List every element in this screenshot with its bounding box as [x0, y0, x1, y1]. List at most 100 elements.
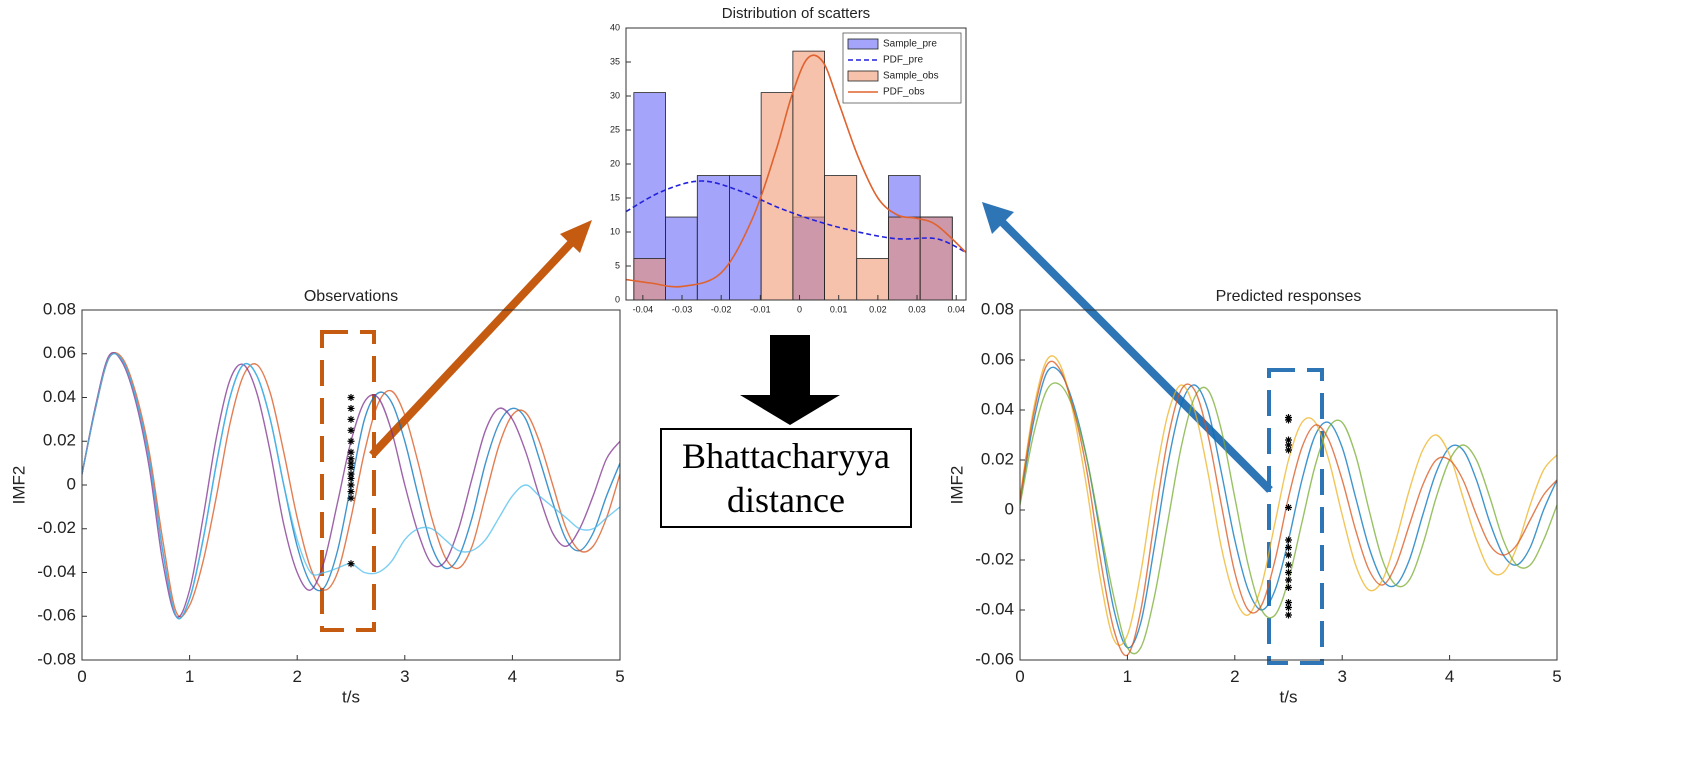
- star-marker: [347, 394, 355, 401]
- y-tick-label: 20: [610, 158, 620, 168]
- histogram-bar: [888, 216, 921, 300]
- star-marker: [1285, 551, 1292, 559]
- y-axis-label: IMF2: [9, 466, 28, 505]
- x-tick-label: -0.03: [672, 304, 693, 314]
- x-tick-label: 4: [508, 667, 517, 686]
- x-tick-label: -0.01: [750, 304, 771, 314]
- y-tick-label: 30: [610, 90, 620, 100]
- data-line: [1020, 382, 1557, 655]
- star-marker: [347, 455, 355, 463]
- star-marker: [1285, 561, 1292, 569]
- y-tick-label: 0.04: [981, 399, 1014, 418]
- x-tick-label: 3: [1337, 667, 1346, 686]
- y-tick-label: 25: [610, 124, 620, 134]
- arrow: [369, 220, 592, 458]
- star-marker: [347, 481, 355, 489]
- y-tick-label: 40: [610, 22, 620, 32]
- plot-area: [1020, 355, 1557, 657]
- data-line: [1020, 360, 1557, 657]
- star-marker: [347, 494, 355, 502]
- arrow: [982, 202, 1273, 493]
- histogram-bar: [919, 216, 953, 300]
- x-axis-label: t/s: [342, 687, 360, 706]
- y-tick-label: -0.02: [975, 549, 1014, 568]
- x-tick-label: 0.04: [947, 304, 965, 314]
- star-marker: [347, 415, 355, 423]
- y-tick-label: 10: [610, 226, 620, 236]
- y-tick-label: 15: [610, 192, 620, 202]
- x-tick-label: 0.01: [830, 304, 848, 314]
- y-tick-label: -0.04: [975, 599, 1014, 618]
- star-marker: [347, 459, 355, 467]
- down-arrow: [740, 335, 840, 425]
- legend-label: PDF_obs: [883, 87, 925, 98]
- axes-frame: [1019, 309, 1558, 661]
- legend-label: Sample_pre: [883, 39, 937, 50]
- star-marker: [347, 560, 355, 568]
- y-tick-label: 0.06: [43, 343, 76, 362]
- data-line: [1020, 355, 1557, 647]
- chart-title: Observations: [304, 288, 398, 305]
- star-marker: [1285, 569, 1292, 576]
- y-tick-label: 0.08: [981, 299, 1014, 318]
- histogram-bar: [729, 175, 762, 300]
- star-marker: [347, 426, 355, 434]
- x-tick-label: 3: [400, 667, 409, 686]
- data-line: [82, 352, 620, 618]
- plot-area: [626, 50, 966, 300]
- x-tick-label: 0: [1015, 667, 1024, 686]
- y-tick-label: -0.02: [37, 518, 76, 537]
- y-tick-label: -0.04: [37, 562, 76, 581]
- star-marker: [347, 404, 355, 412]
- y-tick-label: 0.04: [43, 387, 76, 406]
- data-line: [82, 352, 620, 618]
- histogram-bar: [792, 50, 825, 300]
- legend-swatch: [847, 38, 879, 50]
- x-tick-label: 2: [292, 667, 301, 686]
- star-marker: [1285, 599, 1292, 606]
- axes-frame: [81, 309, 621, 661]
- y-tick-label: -0.06: [975, 649, 1014, 668]
- star-marker: [347, 448, 355, 456]
- star-marker: [1285, 446, 1292, 454]
- histogram-bar: [665, 216, 698, 300]
- y-tick-label: 5: [615, 260, 620, 270]
- histogram-bar: [696, 175, 730, 300]
- x-tick-label: 0: [77, 667, 86, 686]
- x-tick-label: 0.03: [908, 304, 926, 314]
- star-marker: [1285, 504, 1292, 511]
- x-tick-label: -0.04: [633, 304, 654, 314]
- selection-box: [1267, 368, 1324, 665]
- axes-frame: [625, 27, 967, 301]
- x-tick-label: 0: [797, 304, 802, 314]
- x-tick-label: 4: [1445, 667, 1454, 686]
- pdf-line: [626, 54, 966, 288]
- histogram-bar: [633, 258, 666, 300]
- star-marker: [1285, 441, 1292, 449]
- x-axis-label: t/s: [1280, 687, 1298, 706]
- annotation-box: Bhattacharyya distance: [660, 428, 912, 528]
- pdf-line: [626, 180, 966, 254]
- star-marker: [347, 437, 355, 445]
- x-tick-label: 5: [1552, 667, 1561, 686]
- x-tick-label: 1: [1123, 667, 1132, 686]
- star-marker: [1285, 611, 1292, 619]
- y-tick-label: 35: [610, 56, 620, 66]
- star-marker: [347, 488, 355, 496]
- y-tick-label: 0.06: [981, 349, 1014, 368]
- legend-swatch: [847, 70, 879, 82]
- x-tick-label: 2: [1230, 667, 1239, 686]
- star-marker: [1285, 604, 1292, 611]
- chart-title: Distribution of scatters: [722, 5, 870, 22]
- y-tick-label: 0.02: [43, 431, 76, 450]
- legend-label: Sample_obs: [883, 71, 939, 82]
- selection-box: [320, 330, 376, 632]
- y-tick-label: 0: [1005, 499, 1014, 518]
- y-axis-label: IMF2: [947, 466, 966, 505]
- plot-area: [82, 352, 620, 620]
- data-line: [1020, 366, 1557, 649]
- star-marker: [347, 474, 355, 482]
- y-tick-label: -0.06: [37, 606, 76, 625]
